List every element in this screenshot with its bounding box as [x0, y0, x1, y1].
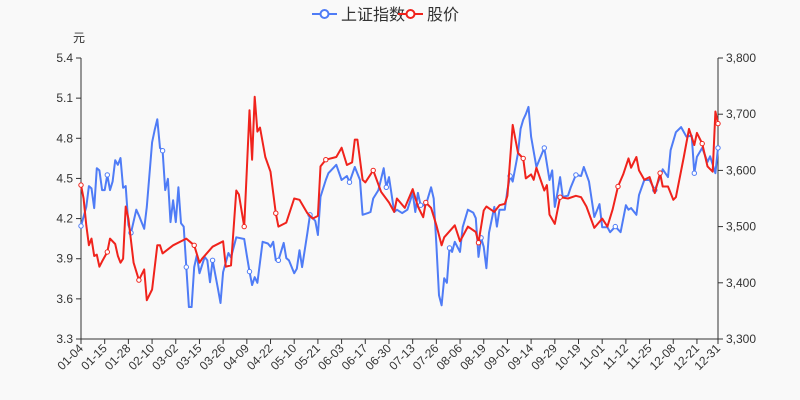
data-point	[612, 223, 618, 230]
right-axis-tick-label: 3,400	[726, 276, 756, 290]
x-axis-tick-label: 05-21	[291, 341, 323, 373]
x-axis-tick-label: 06-17	[339, 341, 371, 373]
left-axis-tick-label: 5.1	[56, 91, 73, 105]
right-axis-tick-label: 3,500	[726, 220, 756, 234]
data-point	[475, 240, 482, 246]
data-point	[520, 155, 526, 162]
left-axis-tick-label: 4.5	[56, 171, 73, 185]
x-axis-tick-label: 11-12	[600, 341, 631, 372]
x-axis-tick-label: 03-02	[149, 341, 181, 373]
x-axis-tick-label: 04-09	[220, 341, 252, 373]
x-axis-tick-label: 03-15	[173, 341, 205, 373]
x-axis-tick-label: 11-01	[576, 341, 607, 372]
data-point	[657, 170, 663, 176]
data-point	[246, 268, 253, 275]
x-axis-tick-label: 04-22	[244, 341, 276, 373]
x-axis-tick-label: 09-14	[505, 341, 537, 373]
left-axis-tick-label: 4.8	[56, 131, 73, 145]
left-axis-tick-label: 4.2	[56, 212, 73, 226]
data-point	[383, 184, 389, 191]
left-axis-tick-label: 3.6	[56, 292, 73, 306]
data-point	[423, 199, 429, 206]
x-axis-tick-label: 08-19	[457, 341, 489, 373]
left-axis-unit: 元	[73, 31, 85, 45]
x-axis-tick-label: 08-06	[434, 341, 466, 373]
legend-label-index: 上证指数	[341, 5, 405, 24]
x-axis-tick-label: 07-26	[410, 341, 442, 373]
x-axis-tick-label: 01-15	[78, 341, 110, 373]
data-point	[557, 194, 563, 200]
data-point	[715, 120, 721, 127]
data-point	[209, 257, 216, 263]
legend-marker-icon	[405, 9, 416, 19]
right-axis-tick-label: 3,700	[726, 107, 756, 121]
data-point	[573, 172, 579, 178]
x-axis-tick-label: 09-01	[481, 341, 513, 373]
x-axis-tick-label: 01-28	[102, 341, 134, 373]
left-axis-tick-label: 5.4	[56, 51, 73, 65]
series-line	[80, 95, 719, 302]
data-point	[615, 183, 621, 190]
right-axis-tick-label: 3,600	[726, 163, 756, 177]
data-point	[104, 249, 111, 255]
data-point	[446, 245, 453, 251]
x-axis-tick-label: 12-08	[647, 341, 679, 373]
x-axis-tick-label: 07-13	[386, 341, 418, 373]
series-lines	[78, 95, 721, 308]
data-point	[541, 145, 547, 151]
x-axis-tick-label: 05-10	[268, 341, 300, 373]
data-point	[370, 167, 376, 174]
left-axis-tick-label: 3.9	[56, 252, 73, 266]
right-axis-tick-label: 3,800	[726, 51, 756, 65]
x-axis-tick-label: 06-30	[362, 341, 394, 373]
data-point	[104, 172, 111, 178]
series-price	[78, 95, 721, 302]
x-axis-tick-label: 09-29	[528, 341, 560, 373]
legend-item-index[interactable]: 上证指数	[312, 5, 405, 24]
data-point	[159, 148, 166, 154]
left-axis-tick-label: 3.3	[56, 332, 73, 346]
data-point	[699, 140, 705, 147]
data-point	[275, 257, 282, 263]
data-point	[78, 182, 84, 188]
data-point	[323, 157, 329, 163]
data-point	[78, 223, 84, 229]
data-point	[183, 264, 190, 270]
x-axis-tick-label: 06-03	[315, 341, 347, 373]
legend: 上证指数 股价	[312, 5, 459, 24]
x-axis-tick-label: 10-19	[552, 341, 584, 373]
data-point	[273, 210, 279, 216]
data-point	[691, 170, 697, 176]
x-axis-tick-label: 02-10	[126, 341, 158, 373]
data-point	[715, 145, 721, 151]
right-axis-tick-label: 3,300	[726, 332, 756, 346]
series-index	[78, 105, 721, 308]
data-point	[191, 242, 197, 249]
data-point	[346, 179, 353, 185]
data-point	[241, 223, 247, 230]
data-point	[136, 277, 142, 283]
legend-marker-icon	[319, 9, 330, 19]
legend-item-price[interactable]: 股价	[398, 5, 459, 24]
legend-label-price: 股价	[427, 5, 459, 24]
series-line	[80, 105, 719, 308]
x-axis-tick-label: 03-26	[197, 341, 229, 373]
